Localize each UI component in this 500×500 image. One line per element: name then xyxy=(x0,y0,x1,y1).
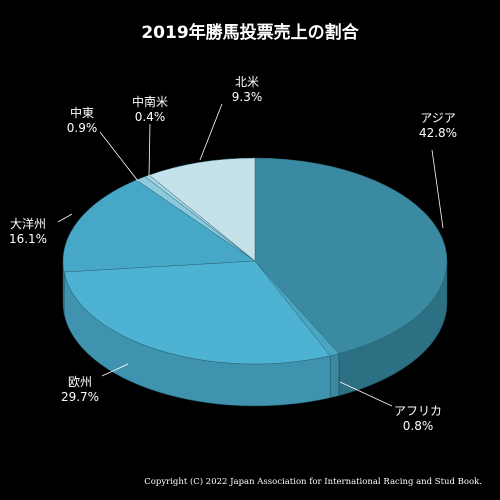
pie-slice-europe xyxy=(63,260,331,365)
leader-line-europe xyxy=(101,363,129,377)
slice-name-north-america: 北米 xyxy=(235,75,259,89)
leader-line-latin-america xyxy=(148,123,151,177)
slice-name-oceania: 大洋州 xyxy=(10,216,46,231)
leader-line-asia xyxy=(431,149,444,229)
pie-side-africa xyxy=(329,353,340,399)
slice-value-asia: 42.8% xyxy=(419,126,457,140)
leader-line-africa xyxy=(339,381,393,407)
chart-title: 2019年勝馬投票売上の割合 xyxy=(141,22,359,43)
slice-name-middle-east: 中東 xyxy=(70,105,94,120)
slice-value-europe: 29.7% xyxy=(61,390,99,404)
pie-slice-north-america xyxy=(148,157,256,262)
leader-line-north-america xyxy=(199,103,223,161)
slice-value-middle-east: 0.9% xyxy=(67,121,98,135)
slice-name-europe: 欧州 xyxy=(68,375,92,389)
leader-lines xyxy=(57,103,444,407)
slice-name-africa: アフリカ xyxy=(394,404,442,418)
pie-slice-oceania xyxy=(62,179,256,273)
leader-line-oceania xyxy=(57,213,73,223)
slice-name-asia: アジア xyxy=(420,111,456,125)
pie-slices xyxy=(62,157,448,365)
slice-value-latin-america: 0.4% xyxy=(135,110,166,124)
slice-value-north-america: 9.3% xyxy=(232,90,263,104)
pie-slice-asia xyxy=(254,157,448,354)
slice-name-latin-america: 中南米 xyxy=(132,94,168,109)
copyright-text: Copyright (C) 2022 Japan Association for… xyxy=(144,476,482,487)
slice-value-oceania: 16.1% xyxy=(9,232,47,246)
slice-value-africa: 0.8% xyxy=(403,419,434,433)
leader-line-middle-east xyxy=(99,131,139,182)
pie-sides xyxy=(62,260,448,407)
